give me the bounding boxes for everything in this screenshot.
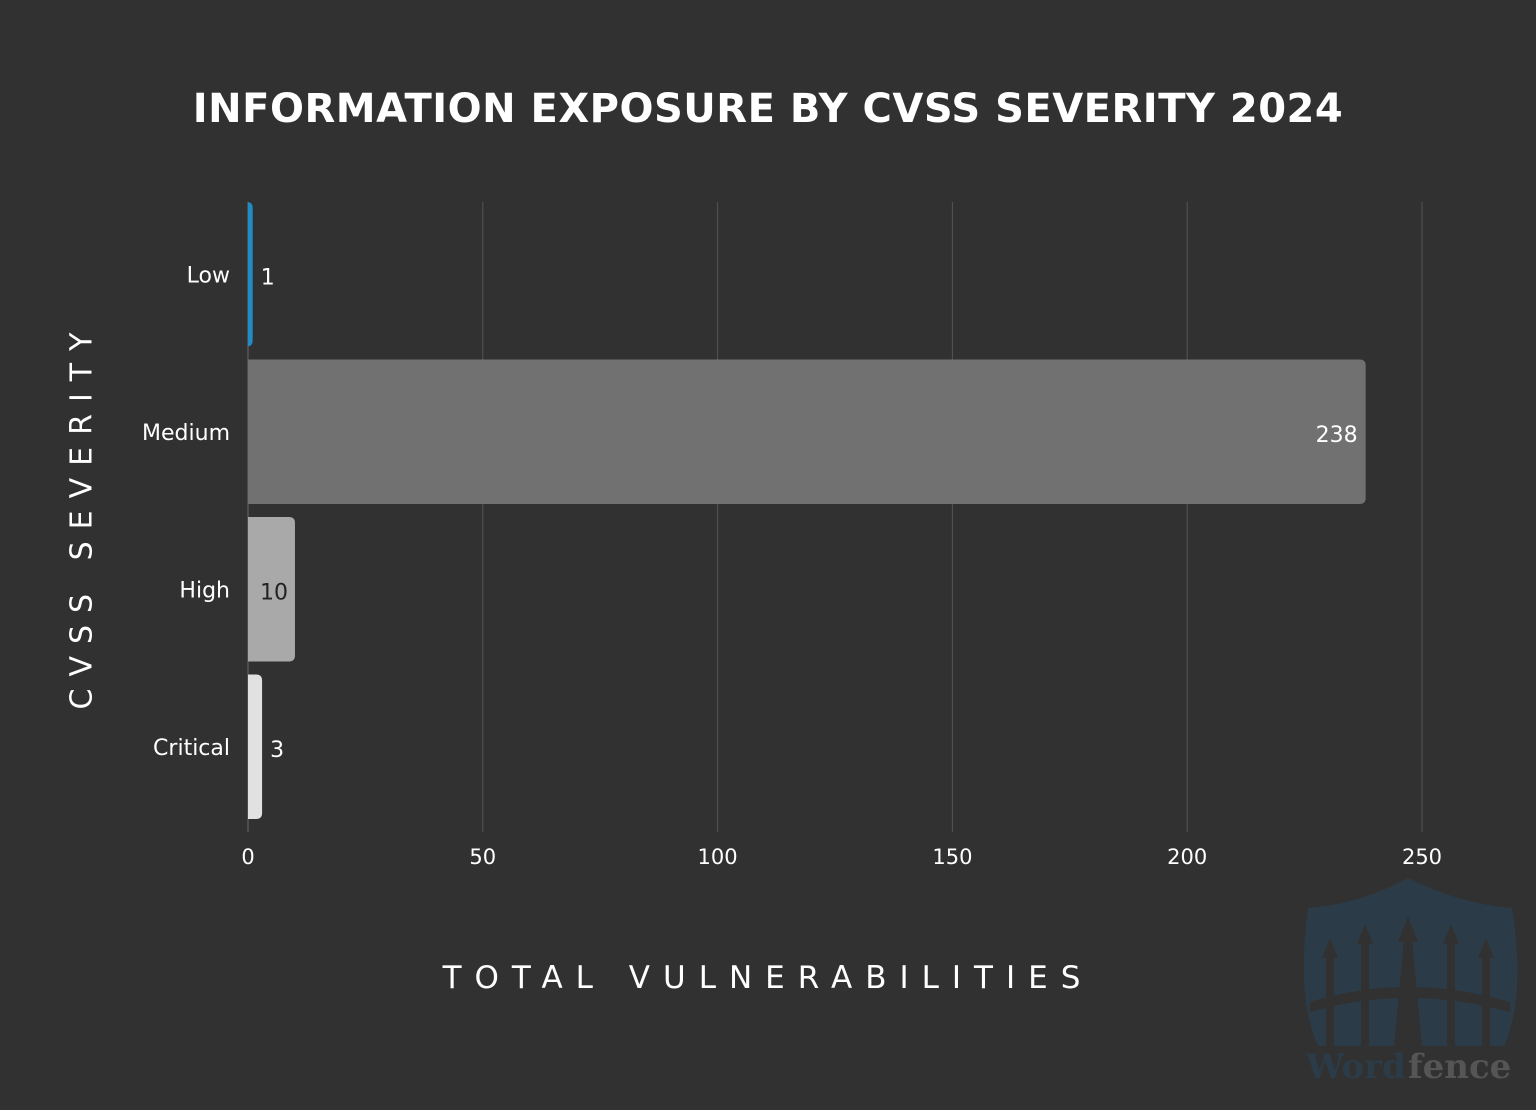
- svg-text:fence: fence: [1408, 1047, 1511, 1087]
- y-tick-label: Low: [187, 263, 230, 288]
- x-tick-label: 0: [241, 845, 254, 869]
- y-tick-label: Medium: [142, 421, 230, 446]
- x-axis-label: TOTAL VULNERABILITIES: [442, 960, 1094, 996]
- x-tick-label: 200: [1167, 845, 1207, 869]
- bar-critical: [248, 674, 263, 819]
- y-tick-label: High: [179, 578, 230, 603]
- svg-text:Word: Word: [1305, 1047, 1406, 1087]
- y-tick-label: Critical: [153, 736, 230, 761]
- data-label: 1: [261, 265, 275, 290]
- bar-low: [246, 202, 253, 347]
- x-tick-label: 150: [932, 845, 972, 869]
- wordfence-logo: Word fence: [1303, 878, 1518, 1087]
- x-tick-label: 100: [698, 845, 738, 869]
- chart-title: INFORMATION EXPOSURE BY CVSS SEVERITY 20…: [192, 86, 1344, 132]
- bar-medium: [248, 359, 1366, 504]
- data-label: 10: [260, 580, 288, 605]
- bar-high: [248, 517, 295, 662]
- x-tick-label: 250: [1402, 845, 1442, 869]
- data-label: 238: [1316, 423, 1358, 448]
- data-label: 3: [270, 738, 284, 763]
- x-tick-label: 50: [469, 845, 496, 869]
